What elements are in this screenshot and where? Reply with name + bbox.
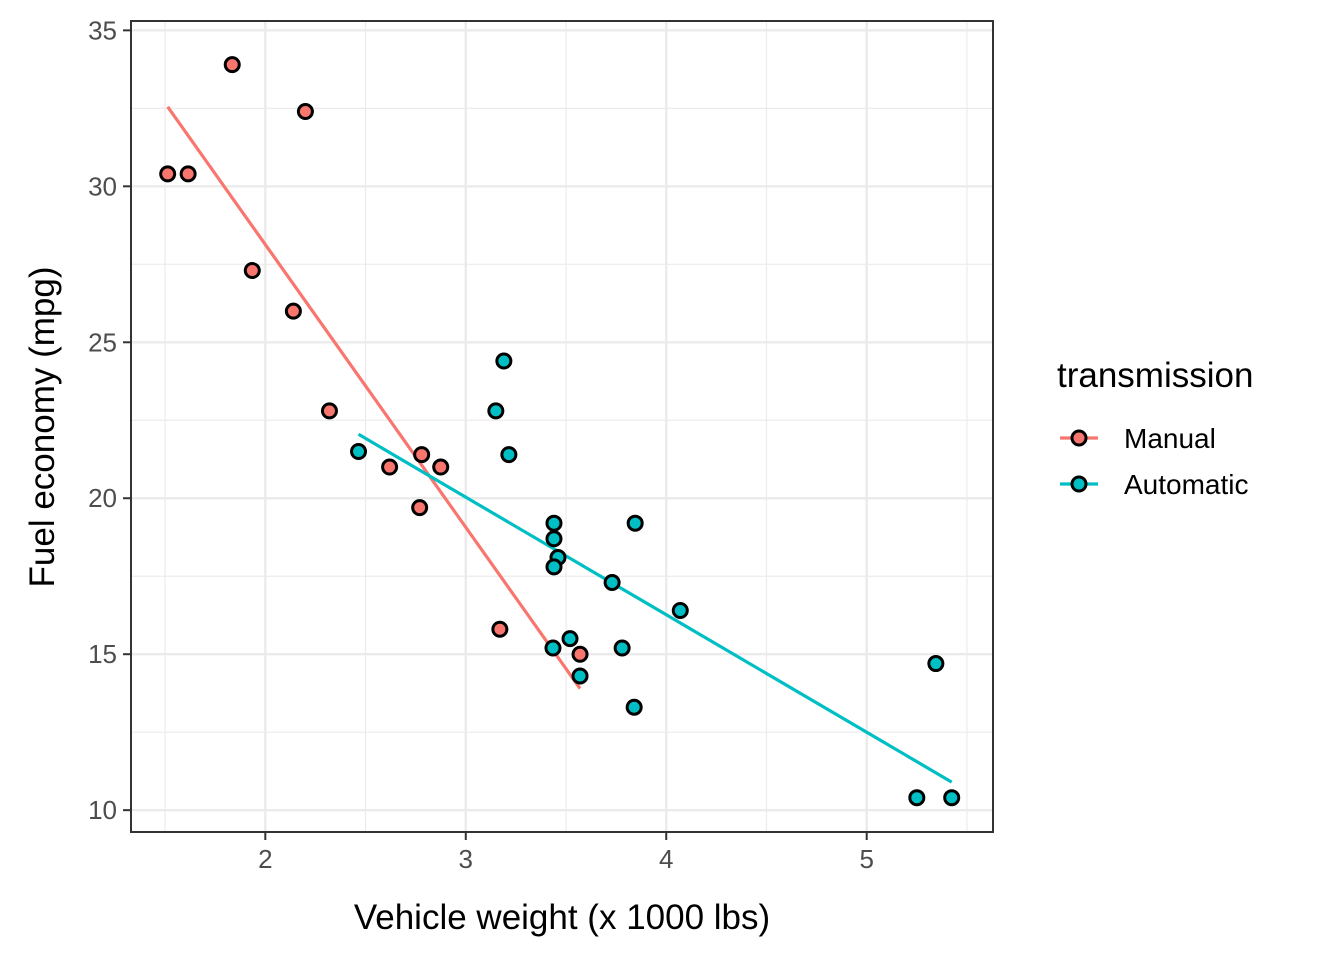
y-tick-label: 35 [88,15,117,45]
plot-panel-border [130,20,994,833]
automatic-fit-line [357,432,953,784]
automatic-data-point [545,558,563,576]
data-points [159,56,961,807]
legend-key-point-manual [1070,429,1088,447]
manual-fit-line [166,105,582,690]
manual-data-point [223,56,241,74]
automatic-data-point [626,514,644,532]
manual-data-point [284,302,302,320]
y-axis-title: Fuel economy (mpg) [23,267,62,588]
manual-data-point [179,165,197,183]
fit-lines [166,105,953,784]
legend: transmission Manual Automatic [1057,356,1253,500]
manual-data-point [411,499,429,517]
manual-data-point [571,645,589,663]
manual-data-point [491,620,509,638]
x-tick-label: 2 [258,844,272,874]
manual-data-point [159,165,177,183]
automatic-data-point [487,402,505,420]
y-tick-label: 10 [88,795,117,825]
y-tick-label: 30 [88,171,117,201]
automatic-data-point [613,639,631,657]
automatic-data-point [908,789,926,807]
automatic-data-point [545,530,563,548]
y-tick-label: 15 [88,639,117,669]
automatic-data-point [500,446,518,464]
grid-layer [131,21,993,832]
manual-data-point [320,402,338,420]
x-tick-label: 3 [459,844,473,874]
automatic-data-point [495,352,513,370]
automatic-data-point [350,442,368,460]
y-tick-label: 20 [88,483,117,513]
automatic-data-point [544,639,562,657]
automatic-data-point [603,573,621,591]
x-tick-label: 4 [659,844,673,874]
legend-label-manual: Manual [1124,423,1216,454]
manual-data-point [381,458,399,476]
legend-key-point-automatic [1070,475,1088,493]
manual-data-point [296,102,314,120]
manual-data-point [243,262,261,280]
y-tick-label: 25 [88,327,117,357]
x-tick-label: 5 [859,844,873,874]
automatic-data-point [561,630,579,648]
manual-data-point [413,446,431,464]
legend-label-automatic: Automatic [1124,469,1249,500]
automatic-data-point [571,667,589,685]
automatic-data-point [943,789,961,807]
legend-items: Manual Automatic [1060,423,1249,500]
automatic-data-point [545,514,563,532]
x-axis-title: Vehicle weight (x 1000 lbs) [354,898,770,937]
axes: 2 3 4 5 10 15 20 25 30 35 [88,15,874,874]
automatic-data-point [625,698,643,716]
legend-title: transmission [1057,356,1253,395]
automatic-data-point [927,655,945,673]
automatic-data-point [671,602,689,620]
manual-data-point [432,458,450,476]
